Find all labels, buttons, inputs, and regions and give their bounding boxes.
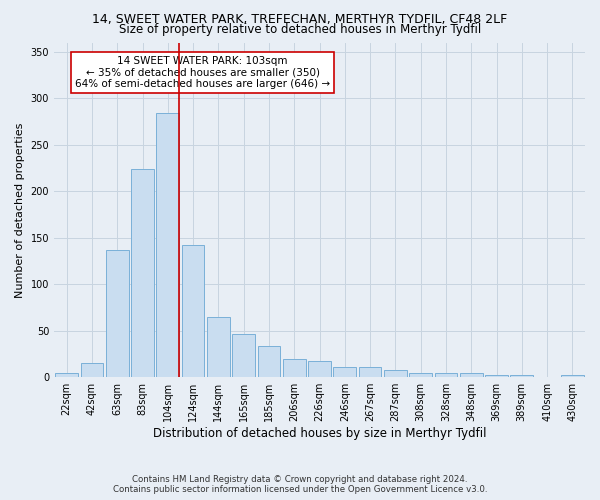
- Bar: [131, 169, 154, 377]
- Bar: [257, 346, 280, 377]
- X-axis label: Distribution of detached houses by size in Merthyr Tydfil: Distribution of detached houses by size …: [153, 427, 486, 440]
- Bar: [485, 376, 508, 377]
- Bar: [182, 245, 205, 377]
- Y-axis label: Number of detached properties: Number of detached properties: [15, 122, 25, 298]
- Text: 14, SWEET WATER PARK, TREFECHAN, MERTHYR TYDFIL, CF48 2LF: 14, SWEET WATER PARK, TREFECHAN, MERTHYR…: [92, 12, 508, 26]
- Bar: [460, 374, 482, 377]
- Text: Contains HM Land Registry data © Crown copyright and database right 2024.
Contai: Contains HM Land Registry data © Crown c…: [113, 474, 487, 494]
- Bar: [409, 372, 432, 377]
- Bar: [283, 358, 305, 377]
- Bar: [359, 367, 382, 377]
- Bar: [157, 113, 179, 377]
- Bar: [80, 364, 103, 377]
- Text: 14 SWEET WATER PARK: 103sqm
← 35% of detached houses are smaller (350)
64% of se: 14 SWEET WATER PARK: 103sqm ← 35% of det…: [75, 56, 330, 89]
- Text: Size of property relative to detached houses in Merthyr Tydfil: Size of property relative to detached ho…: [119, 22, 481, 36]
- Bar: [207, 317, 230, 377]
- Bar: [384, 370, 407, 377]
- Bar: [232, 334, 255, 377]
- Bar: [561, 376, 584, 377]
- Bar: [334, 367, 356, 377]
- Bar: [106, 250, 128, 377]
- Bar: [55, 372, 78, 377]
- Bar: [308, 362, 331, 377]
- Bar: [434, 374, 457, 377]
- Bar: [511, 376, 533, 377]
